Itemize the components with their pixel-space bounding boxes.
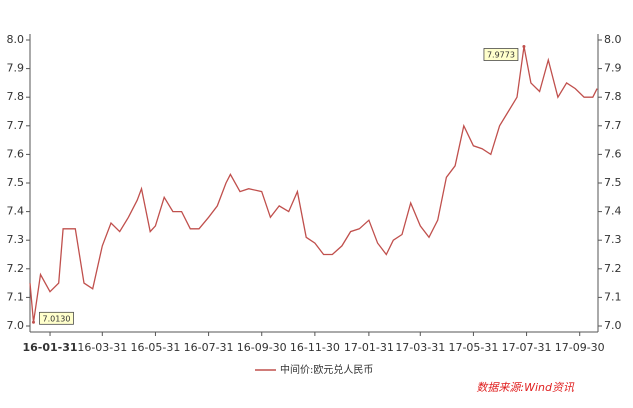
x-tick-label: 17-03-31 xyxy=(395,341,445,354)
x-tick-label: 17-05-31 xyxy=(448,341,498,354)
y2-tick-label: 7.4 xyxy=(604,205,622,218)
x-tick-label: 17-07-31 xyxy=(502,341,552,354)
y-tick-label: 7.1 xyxy=(7,290,25,303)
y2-tick-label: 7.9 xyxy=(604,62,622,75)
x-tick-label: 17-09-30 xyxy=(555,341,605,354)
annotation-point xyxy=(522,44,526,48)
y2-tick-label: 7.6 xyxy=(604,147,622,160)
y-tick-label: 7.0 xyxy=(7,319,25,332)
y-tick-label: 7.3 xyxy=(7,233,25,246)
y2-tick-label: 8.0 xyxy=(604,33,622,46)
annotation-box xyxy=(39,311,74,325)
x-tick-label: 16-07-31 xyxy=(184,341,234,354)
y2-tick-label: 7.5 xyxy=(604,176,622,189)
y-tick-label: 7.4 xyxy=(7,205,25,218)
y-tick-label: 7.6 xyxy=(7,147,25,160)
y-tick-label: 7.5 xyxy=(7,176,25,189)
x-tick-label: 16-05-31 xyxy=(130,341,180,354)
y2-tick-label: 7.2 xyxy=(604,262,622,275)
y-tick-label: 7.2 xyxy=(7,262,25,275)
y2-tick-label: 7.0 xyxy=(604,319,622,332)
annotation-label: 7.9773 xyxy=(487,50,515,59)
annotation-point xyxy=(31,320,35,324)
x-tick-label: 16-09-30 xyxy=(237,341,287,354)
y2-tick-label: 7.8 xyxy=(604,90,622,103)
y2-tick-label: 7.7 xyxy=(604,119,622,132)
legend-label: 中间价:欧元兑人民币 xyxy=(280,363,373,376)
y-tick-label: 7.9 xyxy=(7,62,25,75)
x-tick-label: 16-03-31 xyxy=(77,341,127,354)
y2-tick-label: 7.1 xyxy=(604,290,622,303)
source: 数据来源:Wind资讯 xyxy=(476,381,575,394)
y-tick-label: 7.8 xyxy=(7,90,25,103)
y2-tick-label: 7.3 xyxy=(604,233,622,246)
x-tick-label: 17-01-31 xyxy=(344,341,394,354)
line xyxy=(29,46,598,323)
annotation-label: 7.0130 xyxy=(42,314,70,323)
annotation-box xyxy=(483,48,519,61)
y-tick-label: 7.7 xyxy=(7,119,25,132)
y-tick-label: 8.0 xyxy=(7,33,25,46)
x-tick-label: 16-11-30 xyxy=(290,341,340,354)
x-tick-label: 16-01-31 xyxy=(23,341,78,354)
